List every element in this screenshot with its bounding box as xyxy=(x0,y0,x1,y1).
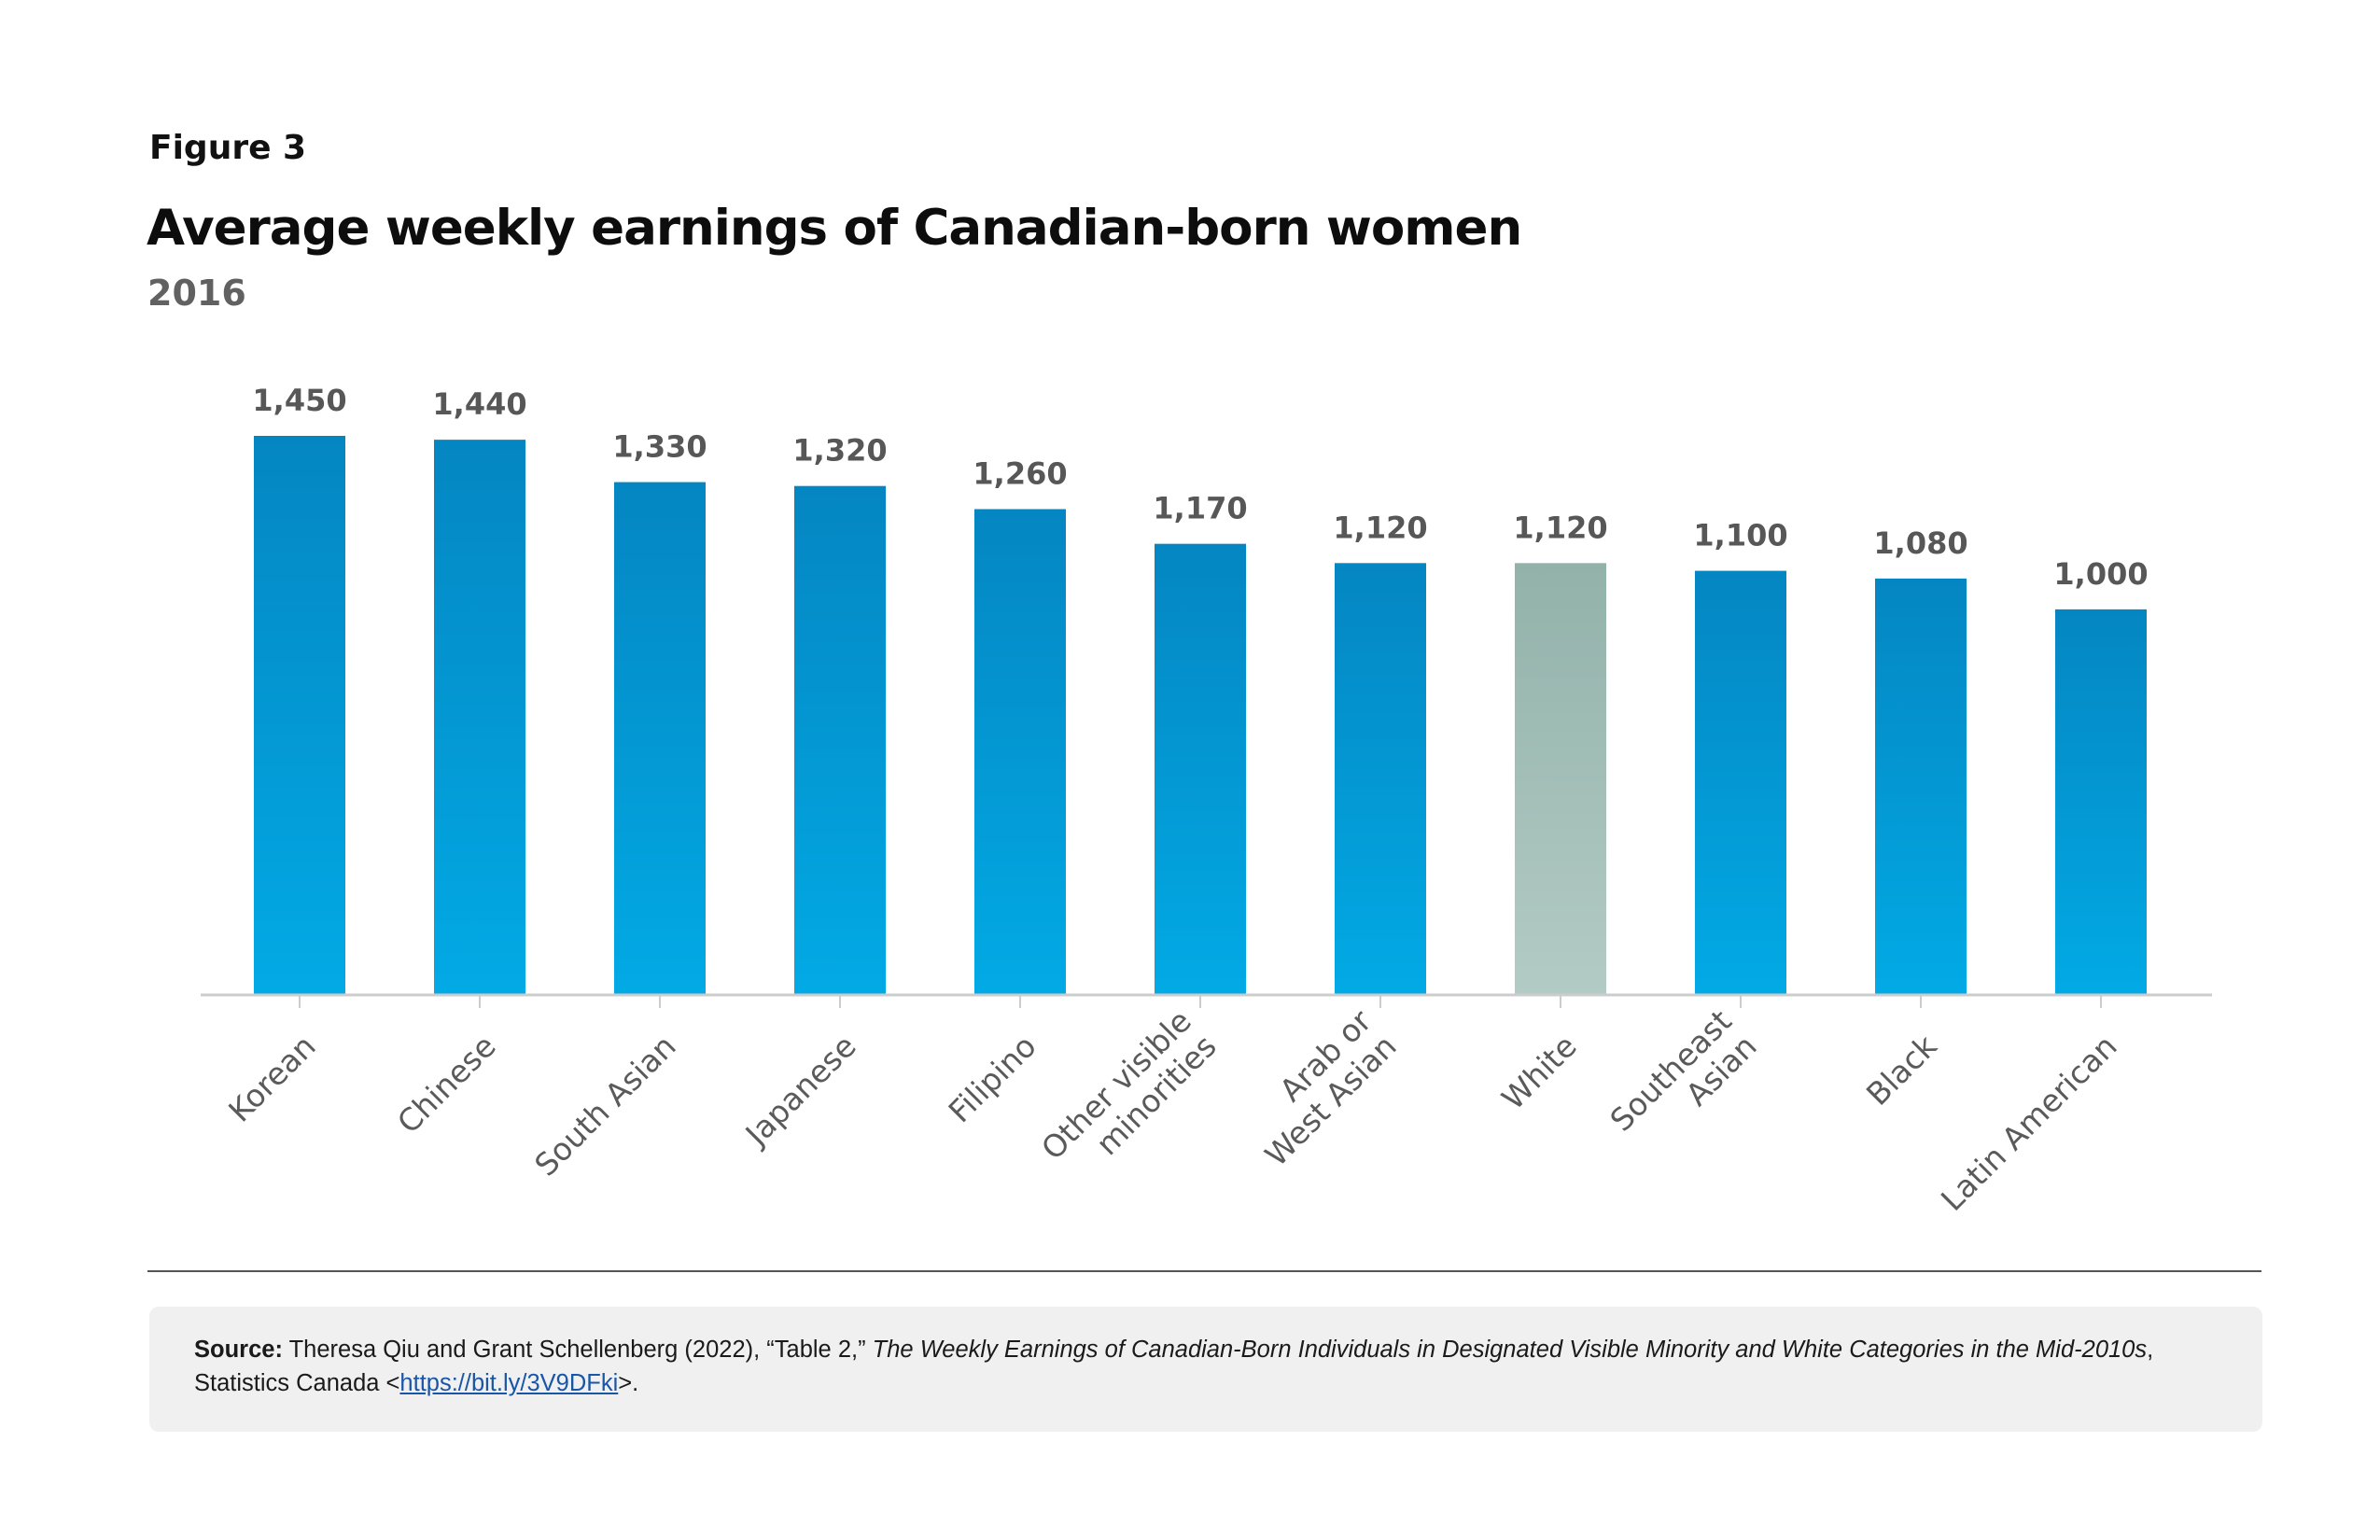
data-label-black: 1,080 xyxy=(1873,525,1967,561)
x-axis-ticks xyxy=(299,995,2102,1008)
category-label-line: Chinese xyxy=(390,1028,503,1141)
data-label-south-asian: 1,330 xyxy=(612,429,707,465)
category-label-japanese: Japanese xyxy=(737,1028,863,1154)
category-label-chinese: Chinese xyxy=(390,1028,503,1141)
source-prefix: Source: xyxy=(194,1337,283,1363)
bar-south-asian xyxy=(614,482,706,995)
source-text-after: , Statistics Canada < xyxy=(194,1337,2154,1396)
bar-japanese xyxy=(794,485,886,995)
source-text-end: >. xyxy=(618,1370,639,1396)
figure-label: Figure 3 xyxy=(149,129,307,167)
category-labels: Korean Chinese South Asian Japanese Filipino… xyxy=(221,1002,2124,1218)
data-label-latin-american: 1,000 xyxy=(2053,556,2148,592)
chart-subtitle: 2016 xyxy=(147,273,246,314)
source-publication: The Weekly Earnings of Canadian-Born Ind… xyxy=(872,1337,2148,1363)
bar-southeast-asian xyxy=(1695,570,1786,995)
bar-arab-or-west-asian xyxy=(1335,563,1426,995)
source-text-before: Theresa Qiu and Grant Schellenberg (2022… xyxy=(282,1337,873,1363)
category-label-line: Korean xyxy=(221,1028,323,1129)
bar-filipino xyxy=(974,509,1066,995)
category-label-line: Latin American xyxy=(1934,1028,2124,1218)
bar-korean xyxy=(254,436,345,995)
bar-other-visible-minorities xyxy=(1155,543,1246,995)
data-label-southeast-asian: 1,100 xyxy=(1693,518,1787,553)
data-label-chinese: 1,440 xyxy=(432,386,526,422)
source-link[interactable]: https://bit.ly/3V9DFki xyxy=(399,1370,619,1396)
divider xyxy=(147,1270,2261,1272)
data-label-other-visible-minorities: 1,170 xyxy=(1153,491,1247,526)
category-label-south-asian: South Asian xyxy=(527,1028,683,1183)
category-label-line: Black xyxy=(1859,1028,1944,1113)
category-label-white: White xyxy=(1494,1028,1583,1116)
data-labels: 1,450 1,440 1,330 1,320 1,260 1,170 1,120 1,120… xyxy=(252,383,2148,592)
bar-black xyxy=(1875,578,1967,995)
data-label-filipino: 1,260 xyxy=(973,455,1067,491)
bar-white xyxy=(1515,563,1606,995)
data-label-japanese: 1,320 xyxy=(792,433,887,469)
source-note: Source: Theresa Qiu and Grant Schellenbe… xyxy=(149,1307,2262,1432)
category-label-filipino: Filipino xyxy=(942,1028,1043,1129)
data-label-korean: 1,450 xyxy=(252,383,346,418)
category-label-korean: Korean xyxy=(221,1028,323,1129)
category-label-line: South Asian xyxy=(527,1028,683,1183)
category-label-line: Japanese xyxy=(737,1028,863,1154)
bar-chart: 1,450 1,440 1,330 1,320 1,260 1,170 1,120 1,120… xyxy=(201,383,2212,1218)
category-label-black: Black xyxy=(1859,1028,1944,1113)
data-label-arab-or-west-asian: 1,120 xyxy=(1333,510,1427,545)
bar-chinese xyxy=(434,440,525,995)
bar-latin-american xyxy=(2055,609,2147,995)
category-label-line: Filipino xyxy=(942,1028,1043,1129)
category-label-latin-american: Latin American xyxy=(1934,1028,2124,1218)
category-label-line: White xyxy=(1494,1028,1583,1116)
chart-title: Average weekly earnings of Canadian-born… xyxy=(147,200,1522,257)
bars xyxy=(254,436,2147,995)
data-label-white: 1,120 xyxy=(1513,510,1607,545)
